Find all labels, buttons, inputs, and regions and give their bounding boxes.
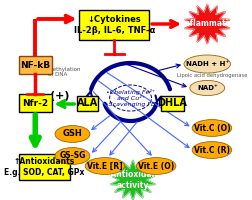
Ellipse shape (55, 126, 89, 142)
Text: NAD⁺: NAD⁺ (196, 85, 217, 91)
Ellipse shape (189, 80, 224, 96)
Text: Vit.E [R]: Vit.E [R] (87, 162, 122, 170)
Text: Lipoic acid dehydrogenase: Lipoic acid dehydrogenase (176, 72, 246, 77)
Text: Hypomethylation
of DNA: Hypomethylation of DNA (34, 67, 81, 77)
Text: ↓Inflammation: ↓Inflammation (175, 20, 238, 28)
Ellipse shape (85, 158, 124, 174)
Text: Vit.C (R): Vit.C (R) (193, 146, 229, 154)
Ellipse shape (192, 142, 231, 158)
Text: Vit.C (O): Vit.C (O) (193, 123, 229, 132)
Ellipse shape (183, 55, 230, 73)
Text: GS-SG: GS-SG (59, 152, 85, 160)
Text: •Chelating Fe²⁺
and Cu²⁺
•Scavenging FB: •Chelating Fe²⁺ and Cu²⁺ •Scavenging FB (105, 89, 155, 107)
Text: DHLA: DHLA (157, 98, 187, 108)
Bar (19, 154, 70, 180)
Text: NF-kB: NF-kB (20, 60, 50, 70)
Bar (77, 96, 98, 111)
Text: ALA: ALA (77, 98, 98, 108)
Bar (19, 56, 51, 74)
Text: (+): (+) (50, 91, 69, 101)
Ellipse shape (55, 148, 89, 164)
Text: ↑Antioxidant
activity: ↑Antioxidant activity (104, 170, 161, 190)
Text: Vit.E (O): Vit.E (O) (138, 162, 174, 170)
Ellipse shape (192, 120, 231, 136)
Text: GSH: GSH (62, 130, 82, 138)
Bar (19, 94, 51, 112)
Text: NADH + H⁺: NADH + H⁺ (185, 61, 228, 67)
Text: ↑Antioxidants
E.g. SOD, CAT, GPx: ↑Antioxidants E.g. SOD, CAT, GPx (4, 157, 84, 177)
Text: ↓Cytokines
IL-2β, IL-6, TNF-α: ↓Cytokines IL-2β, IL-6, TNF-α (73, 15, 154, 35)
Bar (160, 96, 183, 111)
Bar (79, 10, 149, 40)
Polygon shape (184, 4, 229, 44)
Text: Nfr-2: Nfr-2 (22, 98, 48, 108)
Polygon shape (110, 160, 155, 200)
Ellipse shape (136, 158, 175, 174)
